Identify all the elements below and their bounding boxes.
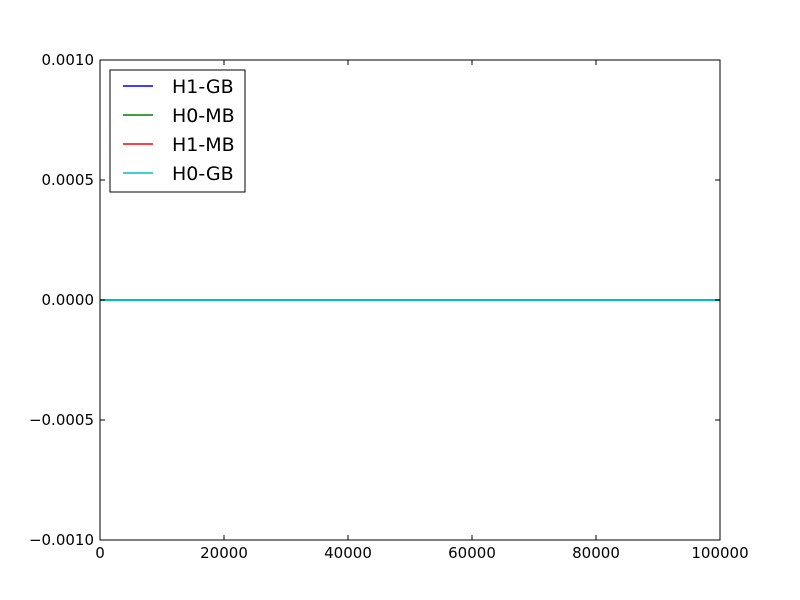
x-tick-label: 100000 <box>691 544 748 562</box>
y-axis: 0.0010 0.0005 0.0000 −0.0005 −0.0010 <box>29 51 720 549</box>
legend-box <box>109 69 246 193</box>
x-tick-label: 40000 <box>324 544 372 562</box>
legend-label: H0-GB <box>172 163 234 185</box>
y-tick-label: 0.0005 <box>42 171 95 189</box>
y-tick-label: 0.0000 <box>42 291 95 309</box>
legend: H1-GB H0-MB H1-MB H0-GB <box>109 69 246 193</box>
y-tick-label: −0.0005 <box>29 411 94 429</box>
x-axis: 0 20000 40000 60000 80000 100000 <box>95 60 749 562</box>
legend-label: H1-GB <box>172 76 234 98</box>
x-tick-label: 80000 <box>572 544 620 562</box>
y-tick-label: −0.0010 <box>29 531 94 549</box>
legend-label: H0-MB <box>172 105 235 127</box>
legend-label: H1-MB <box>172 134 235 156</box>
y-tick-label: 0.0010 <box>42 51 95 69</box>
x-tick-label: 60000 <box>448 544 496 562</box>
x-tick-label: 20000 <box>200 544 248 562</box>
x-tick-label: 0 <box>95 544 105 562</box>
